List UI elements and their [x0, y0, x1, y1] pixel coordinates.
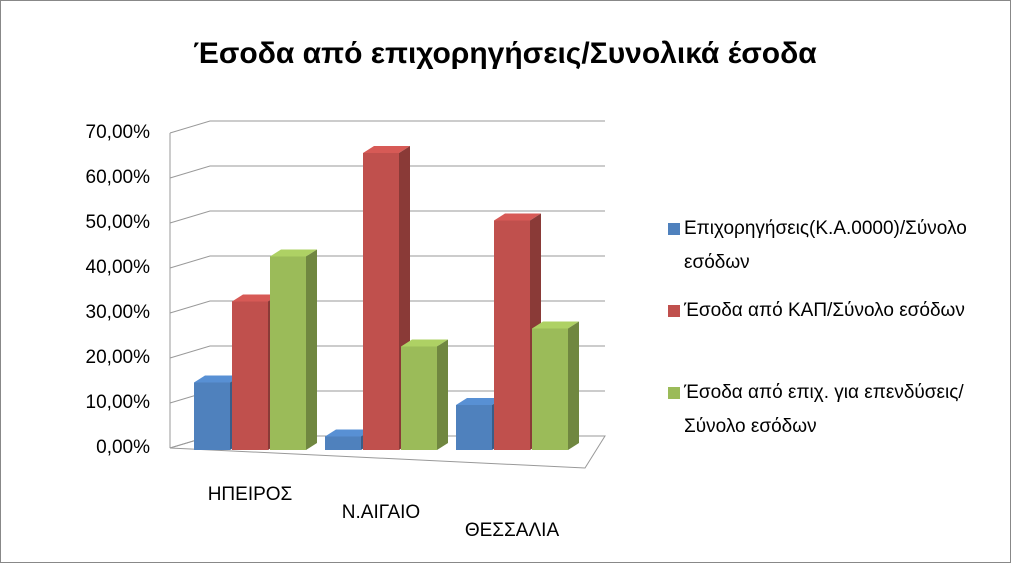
bar-top: [194, 375, 241, 383]
x-tick-label: Ν.ΑΙΓΑΙΟ: [342, 502, 420, 523]
bar-front: [456, 405, 492, 450]
x-tick-label: ΗΠΕΙΡΟΣ: [208, 484, 293, 505]
bar: [401, 339, 448, 450]
legend-entry: Έσοδα από ΚΑΠ/Σύνολο εσόδων: [668, 294, 998, 328]
bar-side: [306, 249, 317, 450]
chart-title: Έσοδα από επιχορηγήσεις/Συνολικά έσοδα: [193, 37, 817, 70]
bar-front: [532, 328, 568, 450]
bar-front: [232, 301, 268, 450]
y-tick-label: 50,00%: [86, 212, 151, 233]
bar: [532, 321, 579, 450]
y-tick-label: 40,00%: [86, 257, 151, 278]
y-tick-label: 60,00%: [86, 167, 151, 188]
grid-line: [169, 300, 605, 314]
y-tick-label: 30,00%: [86, 302, 151, 323]
bar-top: [232, 294, 279, 302]
legend-label: Έσοδα από επιχ. για επενδύσεις/Σύνολο εσ…: [684, 382, 964, 437]
bar-front: [401, 346, 437, 450]
grid-line: [169, 120, 605, 134]
y-tick-label: 20,00%: [86, 347, 151, 368]
bar-side: [568, 321, 579, 450]
grid-line: [169, 210, 605, 224]
bar-top: [532, 321, 579, 329]
bar-top: [456, 398, 503, 405]
bar-top: [363, 146, 410, 153]
legend-entry: Έσοδα από επιχ. για επενδύσεις/Σύνολο εσ…: [668, 376, 998, 444]
grid-line: [169, 255, 605, 269]
bar-front: [194, 382, 230, 450]
bar-front: [363, 153, 399, 450]
legend-swatch: [668, 387, 680, 399]
bar-side: [437, 339, 448, 450]
y-tick-label: 10,00%: [86, 392, 151, 413]
bar-top: [494, 213, 541, 221]
bar-front: [325, 436, 361, 450]
legend-swatch: [668, 223, 680, 235]
y-tick-label: 70,00%: [86, 122, 151, 143]
legend-label: Έσοδα από ΚΑΠ/Σύνολο εσόδων: [684, 300, 965, 321]
legend-swatch: [668, 305, 680, 317]
grid-line: [169, 165, 605, 179]
x-tick-label: ΘΕΣΣΑΛΙΑ: [465, 520, 560, 541]
grid-line: [169, 345, 605, 359]
y-tick-label: 0,00%: [96, 437, 150, 458]
legend-entry: Επιχορηγήσεις(Κ.Α.0000)/Σύνολο εσόδων: [668, 212, 998, 280]
bar-top: [270, 249, 317, 257]
bar: [270, 249, 317, 450]
bar-top: [325, 429, 372, 437]
bar-front: [494, 220, 530, 450]
bar-top: [401, 339, 448, 347]
legend-label: Επιχορηγήσεις(Κ.Α.0000)/Σύνολο εσόδων: [684, 218, 967, 273]
bar-front: [270, 256, 306, 450]
